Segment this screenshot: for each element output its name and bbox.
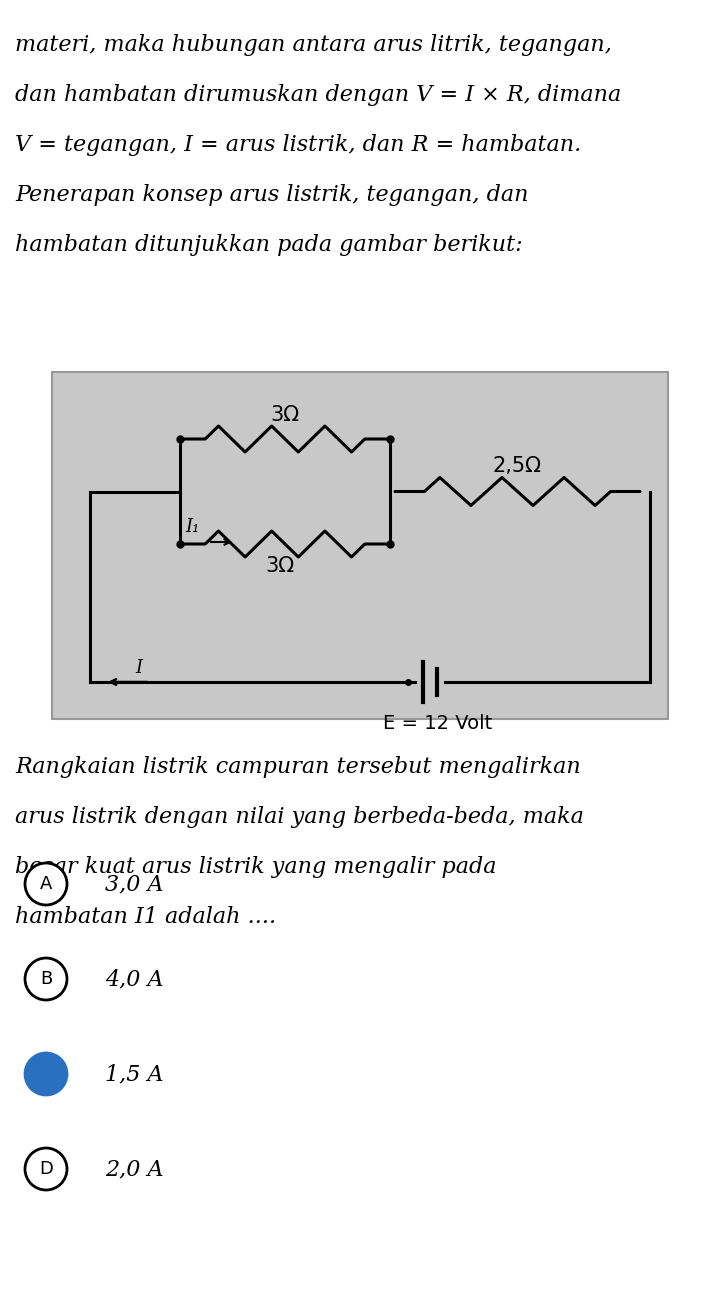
Text: E = 12 Volt: E = 12 Volt <box>383 714 493 733</box>
Text: 4,0 A: 4,0 A <box>105 968 164 989</box>
Text: materi, maka hubungan antara arus litrik, tegangan,: materi, maka hubungan antara arus litrik… <box>15 34 612 57</box>
Text: 3,0 A: 3,0 A <box>105 872 164 895</box>
Text: dan hambatan dirumuskan dengan V = I × R, dimana: dan hambatan dirumuskan dengan V = I × R… <box>15 84 621 106</box>
Text: A: A <box>40 875 52 894</box>
Circle shape <box>25 1053 67 1095</box>
Text: hambatan I1 adalah ....: hambatan I1 adalah .... <box>15 905 276 928</box>
Text: D: D <box>39 1160 53 1177</box>
Text: 3Ω: 3Ω <box>270 405 300 424</box>
Text: 1,5 A: 1,5 A <box>105 1063 164 1085</box>
Text: I₁: I₁ <box>185 518 199 536</box>
Text: hambatan ditunjukkan pada gambar berikut:: hambatan ditunjukkan pada gambar berikut… <box>15 234 523 256</box>
Text: 2,0 A: 2,0 A <box>105 1158 164 1180</box>
Text: Penerapan konsep arus listrik, tegangan, dan: Penerapan konsep arus listrik, tegangan,… <box>15 184 528 206</box>
FancyBboxPatch shape <box>52 372 668 719</box>
Text: arus listrik dengan nilai yang berbeda-beda, maka: arus listrik dengan nilai yang berbeda-b… <box>15 805 584 828</box>
Text: 3Ω: 3Ω <box>265 556 295 576</box>
Circle shape <box>25 1148 67 1190</box>
Text: V = tegangan, I = arus listrik, dan R = hambatan.: V = tegangan, I = arus listrik, dan R = … <box>15 134 581 156</box>
Circle shape <box>25 863 67 905</box>
Text: 2,5Ω: 2,5Ω <box>493 456 542 476</box>
Text: besar kuat arus listrik yang mengalir pada: besar kuat arus listrik yang mengalir pa… <box>15 855 496 878</box>
Text: B: B <box>40 970 52 988</box>
Text: Rangkaian listrik campuran tersebut mengalirkan: Rangkaian listrik campuran tersebut meng… <box>15 756 581 778</box>
Circle shape <box>25 958 67 1000</box>
Text: I: I <box>135 660 142 677</box>
